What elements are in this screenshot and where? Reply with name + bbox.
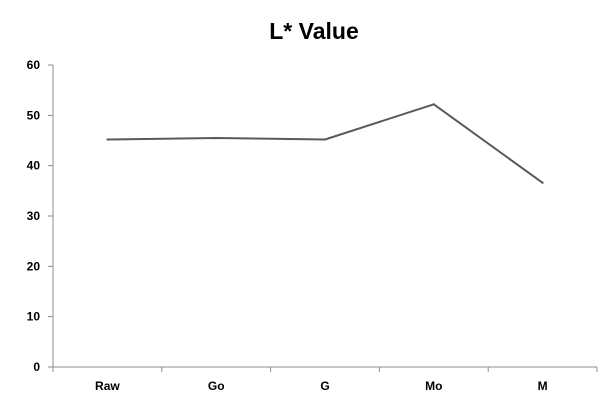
y-tick-label: 50	[27, 108, 41, 122]
data-point	[106, 138, 109, 141]
x-tick-label: Raw	[95, 379, 120, 393]
data-point	[324, 138, 326, 141]
y-tick-label: 30	[27, 209, 41, 223]
x-tick-label: Mo	[425, 379, 442, 393]
y-axis: 0 10 20 30 40 50 60	[27, 58, 54, 374]
data-point	[215, 136, 218, 139]
data-point	[541, 181, 544, 184]
x-axis: Raw Go G Mo M	[52, 366, 598, 393]
x-tick-label: M	[538, 379, 548, 393]
y-tick-label: 40	[27, 159, 41, 173]
y-tick-label: 20	[27, 259, 41, 273]
x-tick-label: Go	[208, 379, 225, 393]
x-tick-label: G	[320, 379, 329, 393]
data-point	[432, 103, 435, 106]
y-tick-label: 0	[33, 360, 40, 374]
series-line	[106, 103, 544, 184]
series-group	[106, 103, 544, 184]
y-tick-label: 60	[27, 58, 41, 72]
chart-title: L* Value	[269, 18, 358, 44]
y-tick-label: 10	[27, 310, 41, 324]
